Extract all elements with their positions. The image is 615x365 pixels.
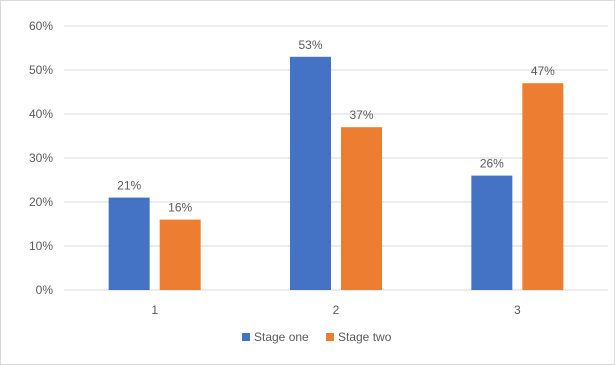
y-tick-label: 0% <box>36 283 54 297</box>
y-tick-label: 60% <box>29 19 53 33</box>
legend-label: Stage one <box>254 330 309 344</box>
x-tick-label: 2 <box>333 303 340 317</box>
data-label: 26% <box>480 157 504 171</box>
legend-swatch <box>326 333 334 341</box>
data-label: 16% <box>168 201 192 215</box>
legend-item-stage-two: Stage two <box>326 330 392 344</box>
y-tick-label: 30% <box>29 151 53 165</box>
gridlines <box>64 25 608 291</box>
data-labels: 21% 16% 53% 37% 26% 47% <box>117 38 555 215</box>
legend-item-stage-one: Stage one <box>242 330 309 344</box>
x-axis-tick-labels: 1 2 3 <box>151 303 521 317</box>
data-label: 21% <box>117 179 141 193</box>
y-tick-label: 50% <box>29 63 53 77</box>
data-label: 37% <box>349 108 373 122</box>
bar-stage-one-cat-2 <box>290 56 331 290</box>
bar-stage-two-cat-3 <box>522 83 564 290</box>
bar-stage-one-cat-1 <box>108 197 150 290</box>
y-axis-tick-labels: 0% 10% 20% 30% 40% 50% 60% <box>29 19 53 297</box>
bar-stage-two-cat-1 <box>159 219 201 290</box>
x-tick-label: 1 <box>151 303 158 317</box>
y-tick-label: 10% <box>29 239 53 253</box>
bar-stage-one-cat-3 <box>471 175 513 290</box>
y-tick-label: 40% <box>29 107 53 121</box>
data-label: 47% <box>531 64 555 78</box>
x-tick-label: 3 <box>514 303 521 317</box>
bars <box>108 56 564 290</box>
bar-stage-two-cat-2 <box>341 127 382 290</box>
legend-label: Stage two <box>338 330 392 344</box>
legend: Stage one Stage two <box>242 330 392 344</box>
data-label: 53% <box>298 38 322 52</box>
y-tick-label: 20% <box>29 195 53 209</box>
legend-swatch <box>242 333 250 341</box>
